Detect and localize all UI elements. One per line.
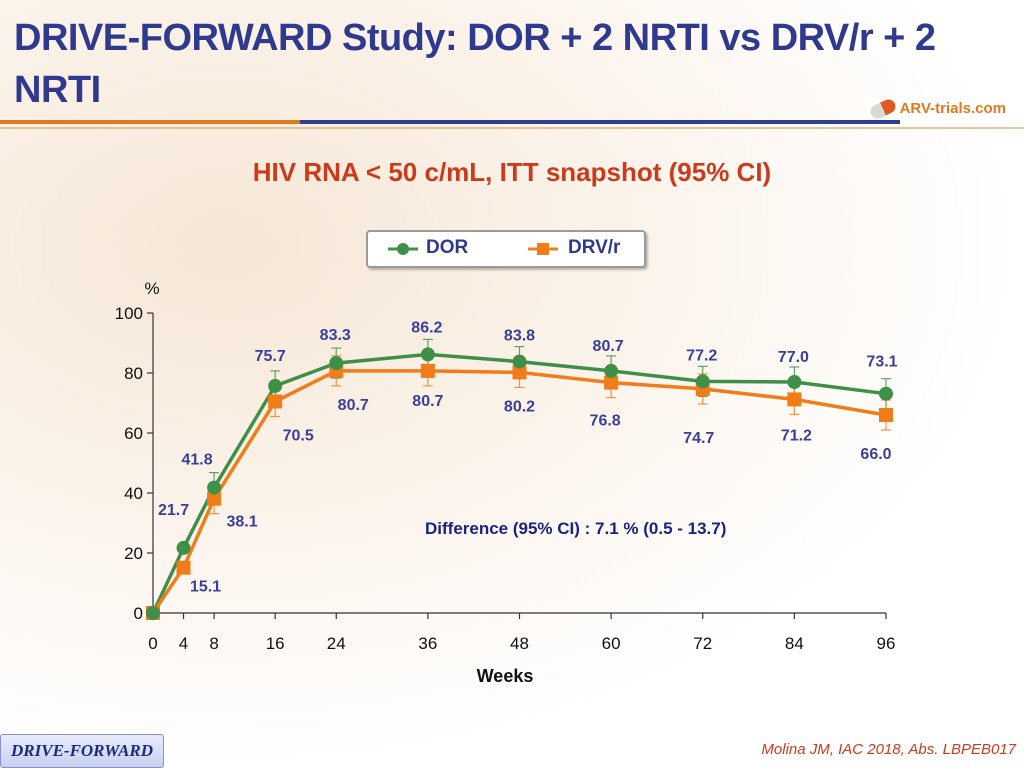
drv-point <box>268 394 283 409</box>
legend-drv-label: DRV/r <box>568 237 621 258</box>
drv-point <box>176 560 191 575</box>
drv-data-label: 71.2 <box>781 427 812 444</box>
dor-point <box>604 363 619 378</box>
drv-data-label: 70.5 <box>283 428 314 445</box>
slide-title: DRIVE-FORWARD Study: DOR + 2 NRTI vs DRV… <box>14 17 936 111</box>
citation-source: Molina JM, IAC 2018, Abs. LBPEB017 <box>761 741 1016 758</box>
dor-data-label: 75.7 <box>255 348 286 365</box>
drv-data-label: 80.7 <box>338 397 369 414</box>
difference-annotation: Difference (95% CI) : 7.1 % (0.5 - 13.7) <box>425 519 726 538</box>
dor-data-label: 21.7 <box>158 502 189 519</box>
drv-data-label: 66.0 <box>860 446 891 463</box>
chart-legend: DOR DRV/r <box>366 230 646 268</box>
x-tick-label: 60 <box>602 634 621 653</box>
legend-dor-label: DOR <box>426 237 469 258</box>
drv-data-label: 15.1 <box>190 579 221 596</box>
dor-point <box>176 540 191 555</box>
dor-point <box>146 606 160 620</box>
drv-data-label: 74.7 <box>683 430 714 447</box>
title-rule-orange <box>0 120 300 124</box>
x-tick-label: 84 <box>785 634 804 653</box>
y-tick-label: 20 <box>124 544 143 563</box>
x-tick-label: 48 <box>510 634 529 653</box>
dor-data-label: 77.2 <box>686 347 717 364</box>
series-line-dor <box>151 352 887 614</box>
x-tick-label: 72 <box>693 634 712 653</box>
dor-point <box>695 374 710 389</box>
dor-data-label: 80.7 <box>593 338 624 355</box>
drv-point <box>604 375 619 390</box>
x-tick-label: 4 <box>179 634 188 653</box>
drv-point <box>420 363 435 378</box>
x-tick-label: 36 <box>418 634 437 653</box>
dor-point <box>420 347 435 362</box>
y-axis-label: % <box>144 279 159 298</box>
x-tick-label: 96 <box>877 634 896 653</box>
dor-data-label: 83.8 <box>504 328 535 345</box>
x-tick-label: 16 <box>266 634 285 653</box>
study-footer-tag: DRIVE-FORWARD <box>0 734 164 768</box>
dor-data-label: 77.0 <box>778 349 809 366</box>
logo-text: ARV-trials.com <box>899 100 1006 117</box>
pill-icon <box>867 96 898 121</box>
dor-point <box>787 375 802 389</box>
x-tick-label: 24 <box>327 634 346 653</box>
drv-point <box>512 365 527 380</box>
x-axis-label: Weeks <box>477 666 534 686</box>
drv-data-label: 76.8 <box>590 413 621 430</box>
dor-data-label: 83.3 <box>320 327 351 344</box>
dor-point <box>268 378 283 393</box>
y-tick-label: 60 <box>124 424 143 443</box>
title-rule-thin <box>0 127 1024 129</box>
y-tick-label: 100 <box>115 304 143 323</box>
dor-data-label: 41.8 <box>182 452 213 469</box>
dor-point <box>879 386 893 401</box>
y-tick-label: 0 <box>134 604 143 623</box>
dor-data-label: 73.1 <box>866 354 897 371</box>
legend-drv-marker-icon <box>528 243 558 255</box>
drv-data-label: 80.2 <box>504 398 535 415</box>
dor-point <box>512 354 527 369</box>
drv-point <box>879 408 893 422</box>
y-tick-label: 40 <box>124 484 143 503</box>
title-rule-blue <box>300 120 900 124</box>
dor-point <box>207 480 222 495</box>
x-tick-label: 8 <box>209 634 218 653</box>
y-tick-label: 80 <box>124 364 143 383</box>
drv-point <box>207 491 222 506</box>
arv-trials-logo: ARV-trials.com <box>865 96 1010 121</box>
drv-data-label: 80.7 <box>412 393 443 410</box>
legend-dor-marker-icon <box>388 243 418 255</box>
x-tick-label: 0 <box>148 634 157 653</box>
drv-point <box>787 392 802 407</box>
dor-point <box>329 356 344 371</box>
drv-data-label: 38.1 <box>227 514 258 531</box>
chart-subtitle: HIV RNA < 50 c/mL, ITT snapshot (95% CI) <box>252 157 772 187</box>
dor-data-label: 86.2 <box>411 319 442 336</box>
